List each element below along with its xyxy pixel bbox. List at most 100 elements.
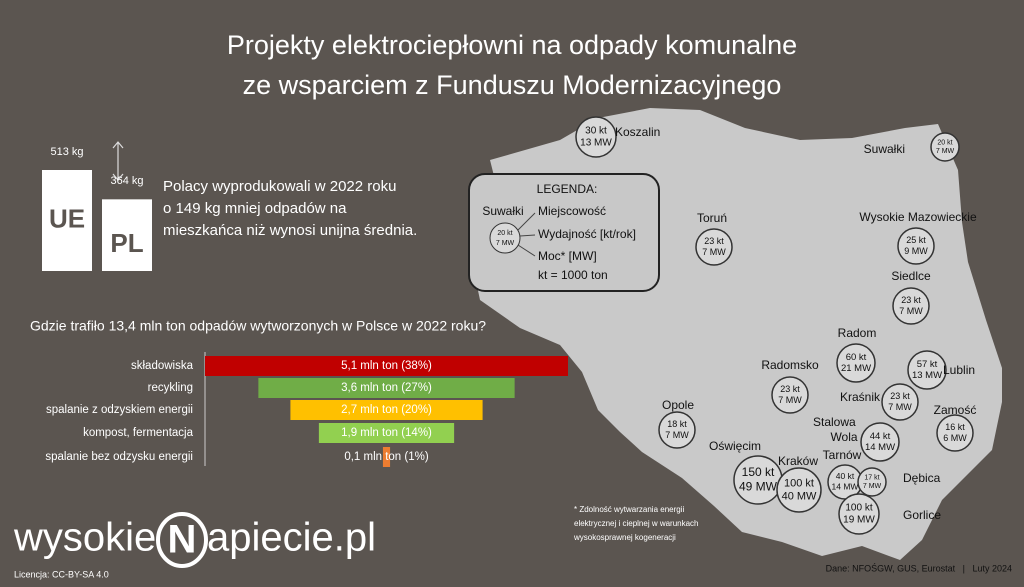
plant-power: 7 MW <box>702 247 726 257</box>
plant-circle <box>881 383 919 421</box>
plant-circle <box>771 376 809 414</box>
category-label: składowiska <box>131 360 194 372</box>
plant-power: 9 MW <box>904 246 928 256</box>
plant-capacity: 30 kt <box>585 126 607 137</box>
comparison-text: o 149 kg mniej odpadów na <box>163 200 347 217</box>
legend-item: Wydajność [kt/rok] <box>538 227 636 241</box>
value-label: 5,1 mln ton (38%) <box>341 360 432 372</box>
legend-item: Moc* [MW] <box>538 249 597 263</box>
logo-ring <box>156 512 208 568</box>
plant-circle <box>930 132 960 162</box>
value-label: 1,9 mln ton (14%) <box>341 427 432 439</box>
legend-box: LEGENDA: Suwałki 20 kt 7 MW Miejscowość … <box>468 173 660 292</box>
category-label: spalanie z odzyskiem energii <box>46 404 193 416</box>
bar <box>258 378 515 398</box>
legend-title: LEGENDA: <box>537 182 598 196</box>
plant-name: Suwałki <box>864 142 905 156</box>
plant-power: 7 MW <box>888 402 912 412</box>
plant-power: 6 MW <box>943 433 967 443</box>
comparison-text: Polacy wyprodukowali w 2022 roku <box>163 178 396 195</box>
footnote: elektrycznej i cieplnej w warunkach <box>574 519 699 528</box>
plant-circle <box>838 493 880 535</box>
plant-capacity: 23 kt <box>704 236 724 246</box>
plant-power: 14 MW <box>832 481 859 491</box>
plant-power: 7 MW <box>778 395 802 405</box>
plant-capacity: 25 kt <box>906 235 926 245</box>
plant-name: Zamość <box>934 403 977 417</box>
plant-name: Stalowa Wola <box>813 415 859 444</box>
plant-capacity: 23 kt <box>780 384 800 394</box>
plant-capacity: 17 kt <box>864 475 879 482</box>
plant-circle <box>857 467 887 497</box>
legend-item: kt = 1000 ton <box>538 268 608 282</box>
plant-capacity: 100 kt <box>845 503 872 514</box>
plant-capacity: 23 kt <box>901 295 921 305</box>
plant-name: Tarnów <box>823 448 862 462</box>
plant-capacity: 44 kt <box>870 431 891 442</box>
plant-capacity: 60 kt <box>846 352 867 363</box>
plant-power: 40 MW <box>782 491 817 503</box>
chart-title: Gdzie trafiło 13,4 mln ton odpadów wytwo… <box>30 318 486 334</box>
plant-name: Dębica <box>903 471 941 485</box>
plant-circle <box>907 350 947 390</box>
plant-name: Koszalin <box>615 125 660 139</box>
plant-name: Oświęcim <box>709 439 761 453</box>
plant-name: Radomsko <box>761 358 819 372</box>
legend-sample-place: Suwałki <box>482 204 523 218</box>
legend-sample-power: 7 MW <box>496 240 515 247</box>
plant-power: 49 MW <box>739 479 778 493</box>
plant-capacity: 40 kt <box>836 471 855 481</box>
arrow <box>112 141 124 181</box>
bar <box>205 356 568 376</box>
plant-circle <box>776 467 822 513</box>
comparison-text: mieszkańca niż wynosi unijna średnia. <box>163 222 417 239</box>
plant-capacity: 150 kt <box>742 465 775 479</box>
bar <box>382 447 391 467</box>
plant-circle <box>897 227 935 265</box>
plant-name: Kraków <box>778 454 818 468</box>
logo-text: apiecie.pl <box>207 516 376 560</box>
value-label: 3,6 mln ton (27%) <box>341 382 432 394</box>
plant-name: Lublin <box>943 363 975 377</box>
plant-circle <box>860 422 900 462</box>
footnote: wysokosprawnej kogeneracji <box>573 533 676 542</box>
plant-power: 7 MW <box>899 306 923 316</box>
plant-power: 13 MW <box>580 138 612 149</box>
plant-name: Opole <box>662 398 694 412</box>
plant-power: 7 MW <box>936 148 955 155</box>
plant-power: 21 MW <box>841 363 871 374</box>
bar <box>290 400 483 420</box>
category-label: recykling <box>148 382 193 394</box>
logo-text: N <box>168 518 197 562</box>
footnote: * Zdolność wytwarzania energii <box>574 505 684 514</box>
plant-power: 13 MW <box>912 370 942 381</box>
value-label: 2,7 mln ton (20%) <box>341 404 432 416</box>
plant-power: 14 MW <box>865 442 895 453</box>
legend-sample-capacity: 20 kt <box>497 230 512 237</box>
source: Dane: NFOŚGW, GUS, Eurostat | Luty 2024 <box>826 562 1012 573</box>
plant-name: Kraśnik <box>840 390 881 404</box>
plant-power: 7 MW <box>665 430 689 440</box>
plant-name: Radom <box>838 326 877 340</box>
plant-power: 19 MW <box>843 515 875 526</box>
value-label: 0,1 mln ton (1%) <box>344 451 429 463</box>
comparison-bar <box>102 199 152 271</box>
plant-name: Siedlce <box>891 269 931 283</box>
bar <box>318 423 455 443</box>
plant-circle <box>575 116 617 158</box>
plant-capacity: 57 kt <box>917 359 938 370</box>
comparison-label: PL <box>110 228 143 258</box>
plant-capacity: 16 kt <box>945 422 965 432</box>
comparison-bar <box>42 170 92 271</box>
plant-capacity: 100 kt <box>784 477 814 489</box>
comparison-value: 513 kg <box>50 146 83 158</box>
license: Licencja: CC-BY-SA 4.0 <box>14 569 109 579</box>
plant-circle <box>836 343 876 383</box>
comparison-label: UE <box>49 203 85 233</box>
title-line: Projekty elektrociepłowni na odpady komu… <box>227 30 797 60</box>
plant-circle <box>892 287 930 325</box>
category-label: kompost, fermentacja <box>83 427 194 439</box>
plant-capacity: 23 kt <box>890 391 910 401</box>
plant-name: Wysokie Mazowieckie <box>859 210 977 224</box>
